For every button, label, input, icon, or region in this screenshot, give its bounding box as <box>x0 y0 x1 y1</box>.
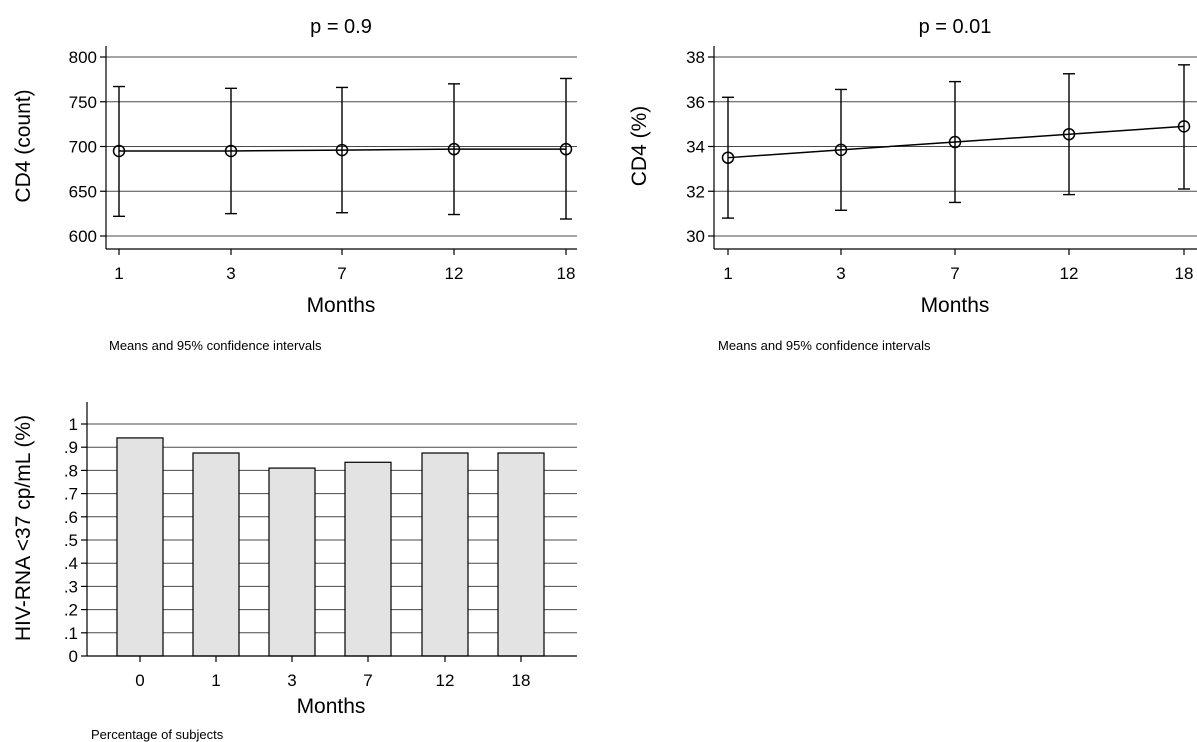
cd4-count-mean-point <box>335 143 349 157</box>
cd4-percent-mean-point <box>948 135 962 149</box>
hiv-rna-y-tick-label: .9 <box>64 438 78 457</box>
hiv-rna-bar <box>268 467 316 657</box>
hiv-rna-y-tick-label: 1 <box>69 415 78 434</box>
cd4-percent-mean-point <box>834 143 848 157</box>
cd4-count-mean-point <box>112 144 126 158</box>
cd4-percent-x-tick-label: 1 <box>723 264 732 283</box>
cd4-count-title: p = 0.9 <box>310 16 372 38</box>
cd4-count-y-tick-label: 600 <box>69 227 97 246</box>
cd4-count-panel: p = 0.9 600 650 700 750 800 1 3 7 12 18 CD4 (coun… <box>12 16 577 353</box>
hiv-rna-bar <box>192 452 240 657</box>
hiv-rna-bars <box>116 437 545 657</box>
cd4-count-mean-line <box>119 148 566 152</box>
hiv-rna-ticks: 0 .1 .2 .3 .4 .5 .6 .7 .8 .9 1 0 1 3 7 12 18 <box>64 415 531 690</box>
cd4-count-y-tick-label: 650 <box>69 182 97 201</box>
hiv-rna-y-tick-label: .7 <box>64 485 78 504</box>
cd4-percent-y-tick-label: 38 <box>686 48 705 67</box>
cd4-count-x-tick-label: 1 <box>114 264 123 283</box>
hiv-rna-y-tick-label: .1 <box>64 624 78 643</box>
cd4-count-x-tick-label: 7 <box>337 264 346 283</box>
hiv-rna-caption: Percentage of subjects <box>91 727 224 742</box>
cd4-percent-y-tick-label: 32 <box>686 182 705 201</box>
cd4-percent-x-tick-label: 3 <box>836 264 845 283</box>
cd4-count-x-tick-label: 18 <box>557 264 576 283</box>
cd4-count-marks <box>112 77 573 220</box>
cd4-count-y-axis-label: CD4 (count) <box>12 89 35 202</box>
cd4-percent-title: p = 0.01 <box>919 16 992 38</box>
hiv-rna-y-tick-label: 0 <box>69 647 78 666</box>
hiv-rna-x-tick-label: 3 <box>287 671 296 690</box>
hiv-rna-x-tick-label: 0 <box>135 671 144 690</box>
cd4-percent-marks <box>721 64 1191 219</box>
cd4-percent-x-tick-label: 12 <box>1060 264 1079 283</box>
cd4-count-caption: Means and 95% confidence intervals <box>109 338 322 353</box>
cd4-percent-x-axis-label: Months <box>921 294 990 317</box>
cd4-percent-mean-point <box>721 151 735 164</box>
cd4-percent-mean-point <box>1177 120 1191 133</box>
hiv-rna-x-tick-label: 12 <box>436 671 455 690</box>
cd4-count-y-tick-label: 700 <box>69 138 97 157</box>
hiv-rna-y-tick-label: .3 <box>64 577 78 596</box>
hiv-rna-bar <box>344 461 392 657</box>
cd4-percent-y-tick-label: 36 <box>686 93 705 112</box>
cd4-percent-caption: Means and 95% confidence intervals <box>718 338 931 353</box>
hiv-rna-bar <box>116 437 164 657</box>
hiv-rna-x-axis-label: Months <box>297 695 366 718</box>
hiv-rna-y-tick-label: .8 <box>64 461 78 480</box>
hiv-rna-y-tick-label: .2 <box>64 601 78 620</box>
hiv-rna-x-tick-label: 18 <box>512 671 531 690</box>
cd4-percent-y-tick-label: 30 <box>686 227 705 246</box>
cd4-percent-x-tick-label: 7 <box>950 264 959 283</box>
hiv-rna-x-tick-label: 1 <box>211 671 220 690</box>
cd4-count-x-axis-label: Months <box>307 294 376 317</box>
cd4-percent-mean-line <box>727 125 1185 159</box>
cd4-percent-panel: p = 0.01 30 32 34 36 38 1 3 7 12 18 CD4 (%) Month… <box>628 16 1197 353</box>
cd4-percent-ticks: 30 32 34 36 38 1 3 7 12 18 <box>686 48 1193 283</box>
hiv-rna-y-tick-label: .5 <box>64 531 78 550</box>
cd4-count-x-tick-label: 3 <box>226 264 235 283</box>
hiv-rna-y-tick-label: .6 <box>64 508 78 527</box>
hiv-rna-y-axis-label: HIV-RNA <37 cp/mL (%) <box>12 415 35 641</box>
hiv-rna-bar <box>497 452 545 657</box>
hiv-rna-y-tick-label: .4 <box>64 554 78 573</box>
cd4-percent-y-axis-label: CD4 (%) <box>628 106 651 187</box>
hiv-rna-x-tick-label: 7 <box>363 671 372 690</box>
cd4-count-x-tick-label: 12 <box>445 264 464 283</box>
hiv-rna-bar <box>421 452 469 657</box>
cd4-percent-mean-point <box>1062 127 1076 141</box>
hiv-rna-panel: 0 .1 .2 .3 .4 .5 .6 .7 .8 .9 1 0 1 3 7 12 18 HIV-RNA <37… <box>12 402 577 742</box>
cd4-count-mean-point <box>447 142 461 156</box>
cd4-count-mean-point <box>224 144 238 158</box>
cd4-percent-x-tick-label: 18 <box>1175 264 1194 283</box>
cd4-count-mean-point <box>559 142 573 156</box>
cd4-count-y-tick-label: 750 <box>69 93 97 112</box>
cd4-percent-y-tick-label: 34 <box>686 138 705 157</box>
cd4-count-y-tick-label: 800 <box>69 48 97 67</box>
cd4-count-ticks: 600 650 700 750 800 1 3 7 12 18 <box>69 48 576 283</box>
